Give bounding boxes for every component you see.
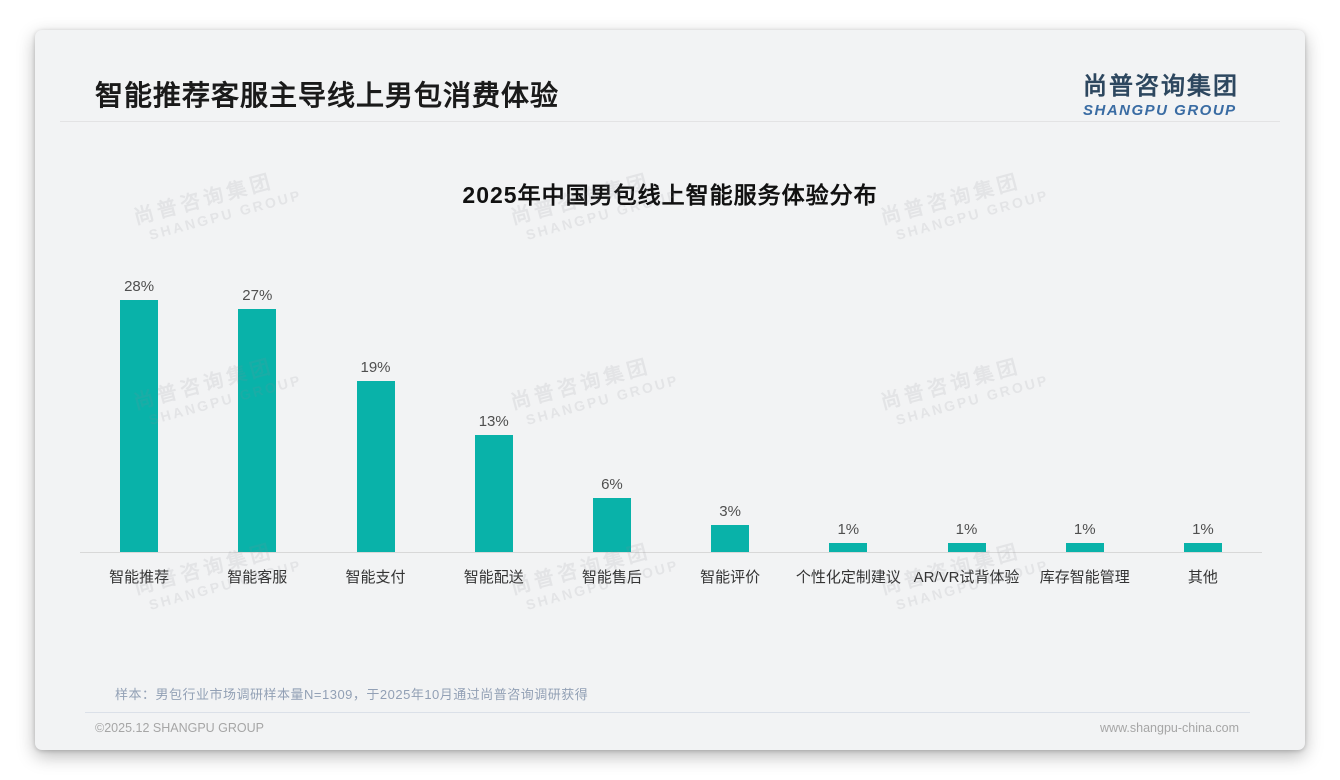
page-title: 智能推荐客服主导线上男包消费体验 (95, 80, 560, 111)
x-axis-label: 库存智能管理 (1039, 569, 1130, 586)
copyright-text: ©2025.12 SHANGPU GROUP (95, 721, 264, 735)
bar (1183, 543, 1222, 552)
x-axis-label: 智能推荐 (109, 569, 170, 586)
bar-chart: 28% 27% 19% 13% 6% 3% 1% 1% 1% 1% (80, 276, 1262, 552)
x-axis-label: 智能客服 (227, 569, 288, 586)
chart-title: 2025年中国男包线上智能服务体验分布 (462, 182, 878, 208)
logo-english-text: SHANGPU GROUP (1083, 102, 1237, 119)
bar-value-label: 1% (1192, 521, 1214, 538)
logo: 尚普咨询集团 SHANGPU GROUP (1083, 66, 1239, 119)
bar-value-label: 13% (478, 413, 509, 430)
bar-value-label: 19% (360, 359, 391, 376)
x-axis-label: 智能支付 (345, 569, 406, 586)
bar (356, 381, 395, 552)
bar-value-label: 1% (1073, 521, 1096, 538)
x-axis-label: 其他 (1187, 569, 1218, 586)
bar (592, 498, 631, 552)
bar-column: 19% (316, 276, 434, 552)
footer-divider (85, 712, 1250, 713)
bar-value-label: 1% (837, 521, 860, 538)
bar (829, 543, 868, 552)
bar-value-label: 28% (124, 278, 155, 295)
bar (238, 309, 277, 552)
bar-column: 1% (907, 276, 1025, 552)
bar-column: 6% (553, 276, 671, 552)
bar-column: 28% (80, 276, 198, 552)
website-url: www.shangpu-china.com (1100, 721, 1239, 735)
bar-column: 1% (1026, 276, 1144, 552)
bar (474, 435, 513, 552)
x-axis-label: AR/VR试背体验 (913, 569, 1020, 586)
slide-card: 智能推荐客服主导线上男包消费体验 尚普咨询集团 SHANGPU GROUP 20… (35, 30, 1305, 750)
x-axis-label: 智能配送 (463, 569, 524, 586)
x-axis-line (80, 552, 1262, 553)
x-axis-label: 智能售后 (581, 569, 642, 586)
bar-column: 1% (789, 276, 907, 552)
x-axis-label: 智能评价 (700, 569, 761, 586)
bar-value-label: 6% (601, 476, 623, 493)
logo-chinese-text: 尚普咨询集团 (1083, 73, 1239, 100)
bar-column: 27% (198, 276, 316, 552)
bar (711, 525, 750, 552)
footer: ©2025.12 SHANGPU GROUP www.shangpu-china… (95, 721, 1239, 735)
bar (947, 543, 986, 552)
bar-value-label: 1% (955, 521, 978, 538)
bar-column: 1% (1144, 276, 1262, 552)
bar-value-label: 3% (719, 503, 741, 520)
bar (1065, 543, 1104, 552)
x-axis-labels: 智能推荐 智能客服 智能支付 智能配送 智能售后 智能评价 个性化定制建议 AR/VR试背体验… (80, 566, 1262, 587)
bar-column: 13% (435, 276, 553, 552)
bar-column: 3% (671, 276, 789, 552)
sample-note: 样本：男包行业市场调研样本量N=1309，于2025年10月通过尚普咨询调研获得 (115, 687, 589, 702)
header-divider (60, 121, 1280, 122)
bar-value-label: 27% (242, 287, 273, 304)
x-axis-label: 个性化定制建议 (795, 569, 901, 586)
bar (120, 300, 159, 552)
